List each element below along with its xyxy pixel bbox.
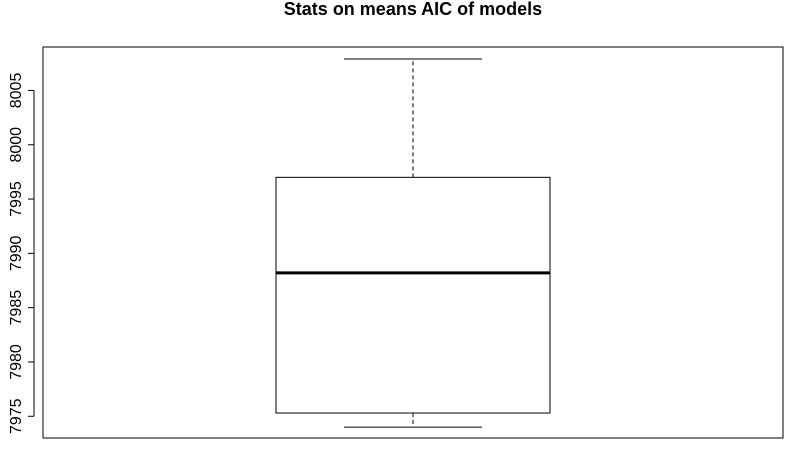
y-tick-label: 7985 (8, 290, 25, 326)
chart-title: Stats on means AIC of models (284, 0, 542, 19)
y-tick-label: 8005 (8, 73, 25, 109)
y-tick-label: 7995 (8, 181, 25, 217)
y-tick-label: 7990 (8, 235, 25, 271)
y-tick-label: 7980 (8, 344, 25, 380)
plot-frame (42, 46, 784, 439)
y-tick-label: 7975 (8, 398, 25, 434)
y-axis: 7975 7980 7985 7990 7995 8000 8005 (8, 73, 35, 434)
interquartile-box (275, 176, 551, 414)
y-tick-label: 8000 (8, 127, 25, 163)
box-plot (275, 58, 551, 428)
